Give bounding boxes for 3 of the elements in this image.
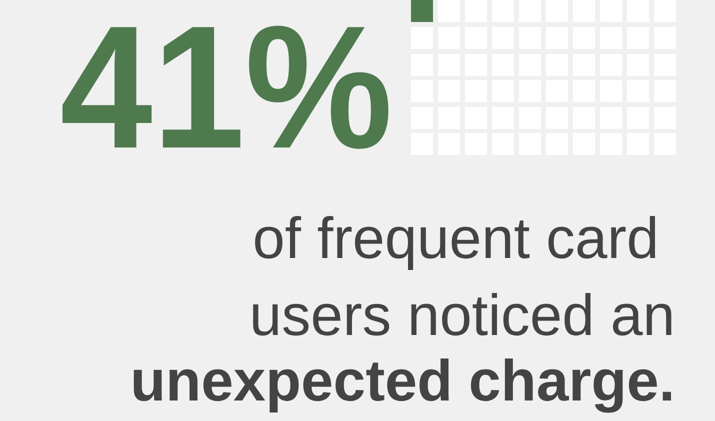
text: unexpected charge.	[130, 348, 675, 414]
text: of frequent card users noticed an	[249, 206, 675, 348]
data-label: 41%	[60, 0, 393, 186]
